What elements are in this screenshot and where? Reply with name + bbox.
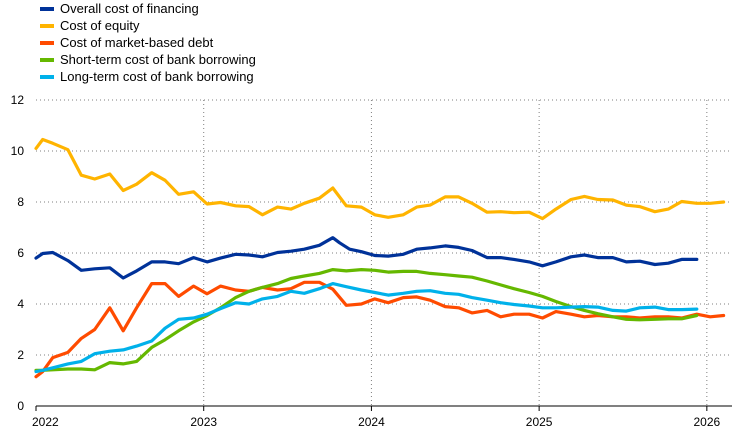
legend-item: Cost of market-based debt (40, 34, 256, 51)
y-tick-label: 0 (17, 399, 24, 413)
y-tick-label: 8 (17, 195, 24, 209)
series-line-5 (34, 282, 699, 374)
series-lines (34, 137, 726, 379)
x-tick-label: 2025 (526, 415, 553, 429)
x-tick-label: 2026 (693, 415, 720, 429)
series-line-1 (34, 236, 699, 280)
legend-swatch (40, 6, 54, 11)
tick-labels: 0 2 4 6 8 10 12 2022 2023 2024 2025 2026 (11, 93, 721, 429)
x-tick-label: 2023 (190, 415, 217, 429)
legend-swatch (40, 74, 54, 79)
legend-label: Cost of market-based debt (60, 35, 214, 50)
legend-label: Cost of equity (60, 18, 140, 33)
series-line-3 (34, 280, 726, 379)
legend-label: Long-term cost of bank borrowing (60, 69, 254, 84)
legend-item: Short-term cost of bank borrowing (40, 51, 256, 68)
y-tick-label: 2 (17, 348, 24, 362)
legend-swatch (40, 40, 54, 45)
series-line-4 (34, 268, 699, 372)
legend-item: Long-term cost of bank borrowing (40, 68, 256, 85)
y-tick-label: 12 (11, 93, 25, 107)
x-tick-label: 2022 (32, 415, 59, 429)
legend-label: Short-term cost of bank borrowing (60, 52, 256, 67)
gridlines (36, 99, 732, 406)
x-tick-label: 2024 (358, 415, 385, 429)
axes (35, 405, 732, 411)
legend-item: Cost of equity (40, 17, 256, 34)
y-tick-label: 6 (17, 246, 24, 260)
legend-item: Overall cost of financing (40, 0, 256, 17)
y-tick-label: 10 (11, 144, 25, 158)
legend-swatch (40, 23, 54, 28)
y-tick-label: 4 (17, 297, 24, 311)
legend-label: Overall cost of financing (60, 1, 199, 16)
series-line-2 (34, 137, 726, 221)
legend-swatch (40, 57, 54, 62)
legend: Overall cost of financing Cost of equity C… (40, 0, 256, 85)
